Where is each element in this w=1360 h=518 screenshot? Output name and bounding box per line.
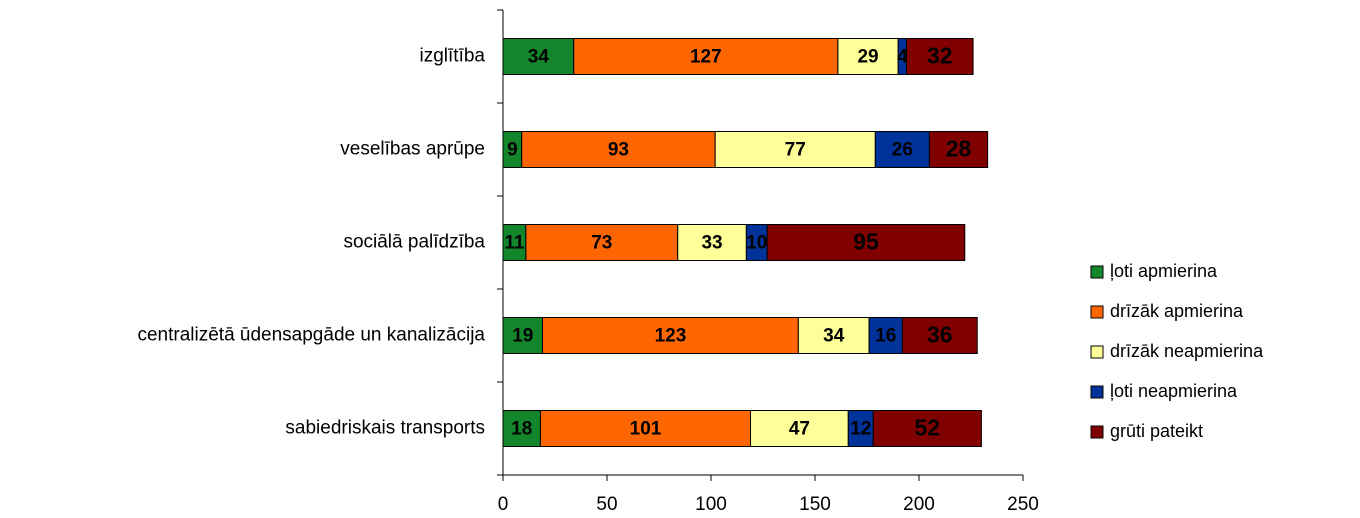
- x-tick-label: 0: [498, 494, 509, 515]
- data-label: 33: [701, 233, 722, 254]
- bar-segment: [677, 224, 747, 261]
- legend-swatch: [1090, 305, 1104, 319]
- data-label: 10: [746, 233, 767, 254]
- y-tick-label: sociālā palīdzība: [343, 232, 485, 253]
- bar-segment: [502, 410, 541, 447]
- bar-segment: [906, 38, 974, 75]
- legend-label: ļoti neapmierina: [1110, 381, 1238, 401]
- data-label: 26: [892, 140, 913, 161]
- y-tick-label: izglītība: [420, 46, 486, 67]
- bar-segment: [868, 317, 903, 354]
- bar-segment: [750, 410, 849, 447]
- data-label: 4: [897, 47, 908, 68]
- data-label: 34: [528, 47, 550, 68]
- data-label: 28: [946, 136, 972, 162]
- bar-segment: [502, 317, 544, 354]
- legend-label: drīzāk apmierina: [1110, 301, 1244, 321]
- bar-segment: [874, 131, 930, 168]
- legend-swatch: [1090, 345, 1104, 359]
- y-tick-label: centralizētā ūdensapgāde un kanalizācija: [137, 325, 485, 346]
- data-label: 127: [690, 47, 722, 68]
- data-label: 34: [823, 326, 845, 347]
- legend-swatch: [1090, 425, 1104, 439]
- legend-swatch: [1090, 385, 1104, 399]
- bar-segment: [714, 131, 876, 168]
- data-label: 19: [512, 326, 533, 347]
- data-label: 36: [927, 322, 953, 348]
- legend-swatch: [1090, 265, 1104, 279]
- data-label: 93: [608, 140, 629, 161]
- data-label: 123: [655, 326, 687, 347]
- data-label: 9: [507, 140, 518, 161]
- data-label: 12: [850, 419, 871, 440]
- data-label: 47: [789, 419, 810, 440]
- bar-segment: [901, 317, 978, 354]
- legend-label: grūti pateikt: [1110, 421, 1203, 441]
- data-label: 32: [927, 43, 953, 69]
- bar-segment: [521, 131, 716, 168]
- data-label: 11: [504, 233, 525, 254]
- data-label: 95: [853, 229, 879, 255]
- x-tick-label: 50: [596, 494, 617, 515]
- data-label: 16: [875, 326, 896, 347]
- data-label: 18: [511, 419, 532, 440]
- data-label: 29: [857, 47, 878, 68]
- x-tick-label: 250: [1007, 494, 1039, 515]
- data-label: 52: [915, 415, 941, 441]
- bar-segment: [766, 224, 966, 261]
- data-label: 77: [785, 140, 806, 161]
- bar-segment: [872, 410, 982, 447]
- data-label: 73: [591, 233, 612, 254]
- bar-segment: [542, 317, 799, 354]
- bar-segment: [797, 317, 870, 354]
- data-label: 101: [630, 419, 662, 440]
- y-tick-label: veselības aprūpe: [340, 139, 485, 160]
- bar-segment: [837, 38, 899, 75]
- bar-segment: [928, 131, 989, 168]
- bar-segment: [539, 410, 752, 447]
- x-tick-label: 200: [903, 494, 935, 515]
- x-tick-label: 100: [695, 494, 727, 515]
- y-tick-label: sabiedriskais transports: [285, 418, 485, 439]
- legend-label: drīzāk neapmierina: [1110, 341, 1264, 361]
- x-tick-label: 150: [799, 494, 831, 515]
- legend-label: ļoti apmierina: [1110, 261, 1218, 281]
